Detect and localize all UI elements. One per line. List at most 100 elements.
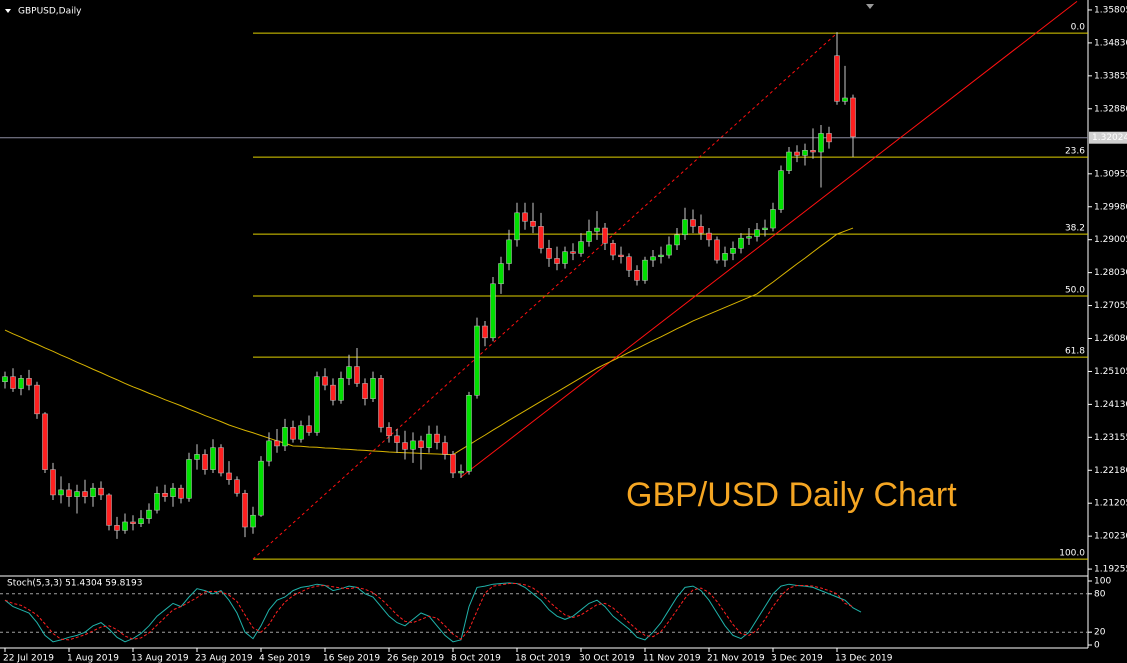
y-tick-label: 1.23155: [1094, 433, 1127, 443]
candle-body: [138, 518, 144, 524]
candle-body: [778, 170, 784, 210]
y-tick-label: 1.32880: [1094, 104, 1127, 114]
candle-body: [666, 244, 672, 256]
axes: 1.35805 1.34830 1.33855 1.32880 1.30955 1.299…: [3, 5, 1127, 663]
candle-body: [250, 514, 256, 528]
candle-body: [322, 376, 328, 386]
x-tick-label: 21 Nov 2019: [707, 654, 765, 663]
candle-body: [66, 489, 72, 497]
candle-body: [354, 366, 360, 384]
candle-body: [314, 376, 320, 433]
y-tick-label: 1.33855: [1094, 71, 1127, 81]
stoch-title: Stoch(5,3,3) 51.4304 59.8193: [7, 579, 142, 589]
candle-body: [114, 525, 120, 531]
candle-body: [226, 472, 232, 480]
fib-label: 61.8: [1065, 347, 1085, 357]
menu-triangle[interactable]: [5, 9, 11, 13]
candle-body: [242, 492, 248, 528]
y-tick-label: 1.30955: [1094, 169, 1127, 179]
x-tick-label: 8 Oct 2019: [451, 654, 501, 663]
candle-body: [722, 253, 728, 261]
candle-body: [706, 232, 712, 241]
x-tick-label: 23 Aug 2019: [195, 654, 253, 663]
candle-body: [130, 521, 136, 524]
x-tick-label: 3 Dec 2019: [771, 654, 823, 663]
candle-body: [82, 491, 88, 497]
candle-body: [762, 227, 768, 230]
candle-body: [690, 219, 696, 227]
candle-body: [498, 263, 504, 285]
candle-body: [682, 219, 688, 236]
candle-body: [634, 270, 640, 281]
moving-average: [4, 227, 854, 456]
current-price-box: [1089, 131, 1127, 144]
candle-body: [578, 241, 584, 254]
y-tick-label: 100: [1094, 577, 1111, 587]
candle-body: [34, 384, 40, 415]
x-tick-label: 13 Aug 2019: [131, 654, 189, 663]
candle-body: [282, 427, 288, 447]
candle-body: [530, 221, 536, 227]
x-tick-label: 16 Sep 2019: [323, 654, 380, 663]
candle-body: [202, 454, 208, 470]
candle-body: [394, 435, 400, 443]
candle-body: [698, 226, 704, 234]
candle-body: [146, 509, 152, 519]
stoch-line: [4, 582, 862, 643]
candle-body: [746, 236, 752, 239]
candle-body: [850, 97, 856, 138]
candle-body: [538, 226, 544, 249]
x-tick-label: 11 Nov 2019: [643, 654, 701, 663]
fib-label: 38.2: [1065, 224, 1085, 234]
stoch-panel: [0, 582, 1088, 643]
y-tick-label: 1.25105: [1094, 367, 1127, 377]
candle-body: [194, 454, 200, 460]
y-tick-label: 1.20230: [1094, 532, 1127, 542]
candle-body: [50, 469, 56, 496]
y-tick-label: 0: [1094, 641, 1100, 651]
fib-label: 0.0: [1071, 23, 1086, 33]
candle-body: [826, 133, 832, 143]
x-tick-label: 22 Jul 2019: [3, 654, 54, 663]
candle-body: [346, 366, 352, 379]
candle-body: [594, 227, 600, 232]
x-tick-label: 13 Dec 2019: [835, 654, 893, 663]
candle-body: [10, 376, 16, 389]
candle-body: [42, 413, 48, 470]
candle-body: [234, 479, 240, 494]
candle-body: [298, 425, 304, 440]
chart-title: GBPUSD,Daily: [18, 7, 82, 17]
candle-body: [714, 239, 720, 261]
x-tick-label: 4 Sep 2019: [259, 654, 311, 663]
candle-body: [602, 227, 608, 244]
stoch-line: [4, 583, 854, 641]
candle-body: [554, 258, 560, 264]
y-tick-label: 1.27055: [1094, 301, 1127, 311]
candle-body: [818, 133, 824, 153]
candle-body: [258, 460, 264, 516]
candle-body: [418, 440, 424, 448]
y-tick-label: 1.19255: [1094, 565, 1127, 575]
candle-body: [442, 442, 448, 455]
fib-label: 23.6: [1065, 147, 1085, 157]
x-tick-label: 1 Aug 2019: [67, 654, 119, 663]
x-tick-label: 30 Oct 2019: [579, 654, 635, 663]
shift-marker: [866, 4, 874, 9]
y-tick-label: 80: [1094, 589, 1106, 599]
y-tick-label: 1.28030: [1094, 268, 1127, 278]
y-tick-label: 1.29005: [1094, 235, 1127, 245]
candle-body: [754, 229, 760, 237]
candle-body: [458, 471, 464, 474]
candle-body: [802, 150, 808, 156]
candle-body: [170, 487, 176, 497]
candle-body: [338, 378, 344, 401]
candle-body: [466, 395, 472, 472]
candle-body: [546, 248, 552, 259]
candle-body: [786, 151, 792, 171]
candle-body: [402, 442, 408, 450]
candle-body: [410, 440, 416, 450]
y-tick-label: 1.29980: [1094, 202, 1127, 212]
candle-body: [474, 325, 480, 396]
